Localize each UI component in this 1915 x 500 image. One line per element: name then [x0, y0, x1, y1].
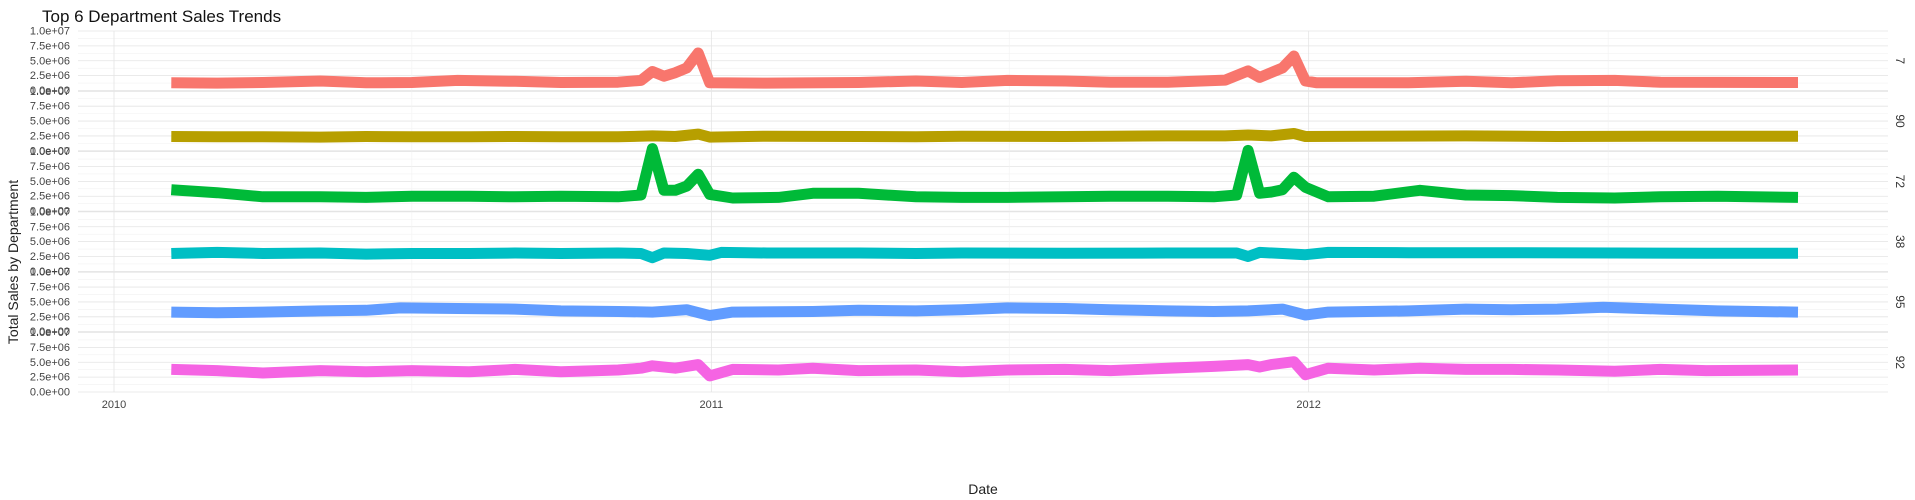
x-tick-label: 2010: [102, 399, 126, 411]
y-tick-label: 7.5e+06: [30, 161, 70, 173]
series-line-38: [171, 246, 1798, 264]
y-tick-label: 1.0e+07: [30, 206, 70, 218]
y-tick-label: 0.0e+00: [30, 387, 70, 399]
series-line-90: [171, 128, 1798, 143]
y-tick-label: 5.0e+06: [30, 357, 70, 369]
x-axis-ticks: 2010 2011 2012: [102, 399, 1321, 411]
y-tick-label: 5.0e+06: [30, 116, 70, 128]
facet-strip-label: 90: [1893, 114, 1907, 128]
facet-panel-38: 0.0e+00 2.5e+06 5.0e+06 7.5e+06 1.0e+07 38: [30, 206, 1907, 278]
x-axis-title: Date: [968, 481, 998, 497]
y-tick-label: 1.0e+07: [30, 327, 70, 339]
y-tick-label: 5.0e+06: [30, 236, 70, 248]
series-line-95: [171, 301, 1799, 322]
y-tick-label: 0.0e+00: [30, 326, 70, 338]
y-tick-label: 7.5e+06: [30, 282, 70, 294]
y-tick-label: 2.5e+06: [30, 191, 70, 203]
series-line-72: [170, 143, 1799, 204]
facet-panel-95: 0.0e+00 2.5e+06 5.0e+06 7.5e+06 1.0e+07 95: [30, 267, 1907, 339]
facet-panel-72: 0.0e+00 2.5e+06 5.0e+06 7.5e+06 1.0e+07 72: [30, 143, 1907, 218]
y-tick-label: 2.5e+06: [30, 251, 70, 263]
series-line-7: [171, 47, 1799, 89]
facet-panel-7: 0.0e+00 2.5e+06 5.0e+06 7.5e+06 1.0e+07 7: [30, 26, 1907, 98]
y-tick-label: 2.5e+06: [30, 130, 70, 142]
y-tick-label: 5.0e+06: [30, 296, 70, 308]
y-axis-title: Total Sales by Department: [5, 180, 21, 344]
y-tick-label: 5.0e+06: [30, 176, 70, 188]
facet-strip-label: 95: [1893, 295, 1907, 309]
y-tick-label: 0.0e+00: [30, 145, 70, 157]
facet-strip-label: 72: [1893, 175, 1907, 189]
y-tick-label: 2.5e+06: [30, 70, 70, 82]
y-tick-label: 2.5e+06: [30, 372, 70, 384]
series-line-92: [171, 356, 1799, 382]
y-tick-label: 7.5e+06: [30, 221, 70, 233]
y-tick-label: 2.5e+06: [30, 311, 70, 323]
facet-strip-label: 7: [1893, 57, 1907, 64]
facet-strip-label: 38: [1893, 235, 1907, 249]
facet-panel-90: 0.0e+00 2.5e+06 5.0e+06 7.5e+06 1.0e+07 90: [30, 86, 1907, 158]
y-tick-label: 0.0e+00: [30, 206, 70, 218]
y-tick-label: 7.5e+06: [30, 101, 70, 113]
y-tick-label: 5.0e+06: [30, 55, 70, 67]
x-tick-label: 2011: [700, 399, 724, 411]
y-tick-label: 1.0e+07: [30, 26, 70, 38]
x-tick-label: 2012: [1296, 399, 1320, 411]
y-tick-label: 7.5e+06: [30, 342, 70, 354]
y-tick-label: 0.0e+00: [30, 85, 70, 97]
chart-title: Top 6 Department Sales Trends: [42, 7, 281, 26]
y-tick-label: 1.0e+07: [30, 146, 70, 158]
y-tick-label: 1.0e+07: [30, 267, 70, 279]
facet-strip-label: 92: [1893, 356, 1907, 370]
y-tick-label: 1.0e+07: [30, 86, 70, 98]
facet-panels: 0.0e+002.5e+065.0e+067.5e+061.0e+0770.0e…: [30, 26, 1907, 399]
facet-panel-92: 0.0e+00 2.5e+06 5.0e+06 7.5e+06 1.0e+07 92: [30, 327, 1907, 399]
y-tick-label: 7.5e+06: [30, 40, 70, 52]
y-tick-label: 0.0e+00: [30, 266, 70, 278]
